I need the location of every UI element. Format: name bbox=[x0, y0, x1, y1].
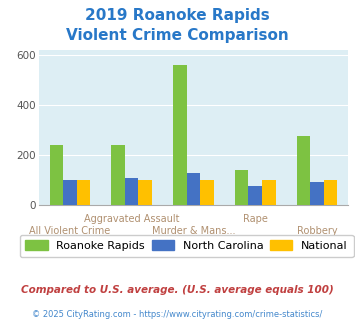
Legend: Roanoke Rapids, North Carolina, National: Roanoke Rapids, North Carolina, National bbox=[20, 235, 354, 257]
Bar bbox=[235, 170, 248, 205]
Bar bbox=[310, 182, 324, 205]
Bar bbox=[111, 145, 125, 205]
Bar bbox=[248, 186, 262, 205]
Text: Robbery: Robbery bbox=[297, 226, 337, 236]
Bar bbox=[50, 145, 63, 205]
Text: Murder & Mans...: Murder & Mans... bbox=[152, 226, 235, 236]
Bar bbox=[63, 180, 77, 205]
Text: Aggravated Assault: Aggravated Assault bbox=[84, 214, 180, 224]
Text: All Violent Crime: All Violent Crime bbox=[29, 226, 110, 236]
Text: Rape: Rape bbox=[243, 214, 268, 224]
Bar bbox=[125, 178, 138, 205]
Bar bbox=[297, 136, 310, 205]
Bar bbox=[324, 180, 337, 205]
Text: Violent Crime Comparison: Violent Crime Comparison bbox=[66, 28, 289, 43]
Bar bbox=[262, 180, 275, 205]
Bar bbox=[173, 64, 187, 205]
Bar bbox=[187, 173, 200, 205]
Text: 2019 Roanoke Rapids: 2019 Roanoke Rapids bbox=[85, 8, 270, 23]
Text: Compared to U.S. average. (U.S. average equals 100): Compared to U.S. average. (U.S. average … bbox=[21, 285, 334, 295]
Bar bbox=[138, 180, 152, 205]
Bar bbox=[77, 180, 90, 205]
Bar bbox=[200, 180, 214, 205]
Text: © 2025 CityRating.com - https://www.cityrating.com/crime-statistics/: © 2025 CityRating.com - https://www.city… bbox=[32, 310, 323, 319]
